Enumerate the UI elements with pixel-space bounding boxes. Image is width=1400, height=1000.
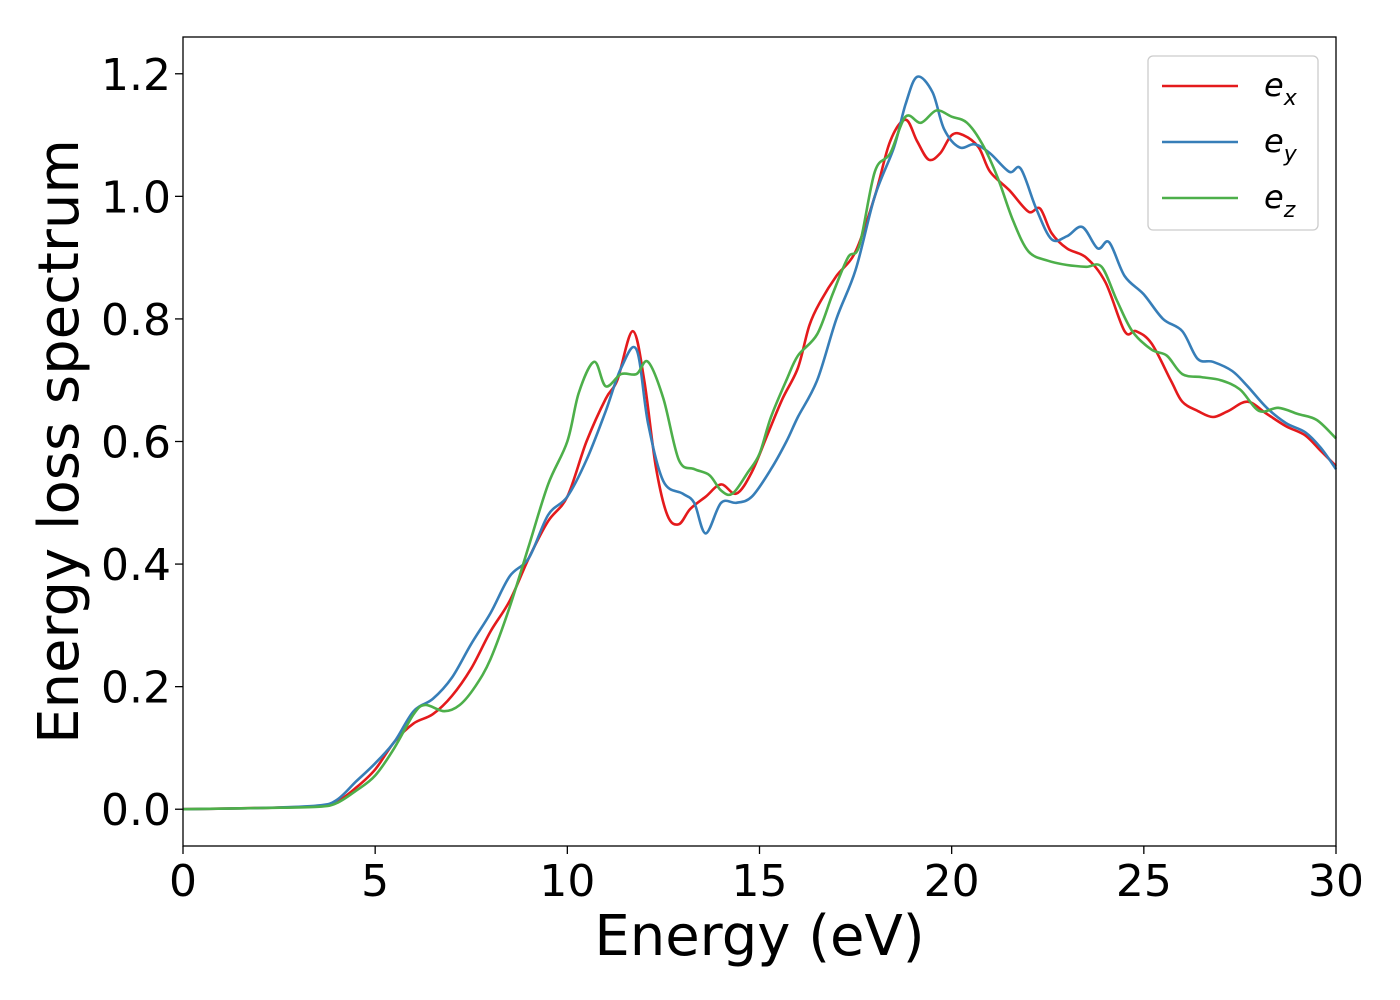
x-tick-label: 30 xyxy=(1308,856,1364,907)
legend: ex ey ez xyxy=(1147,55,1319,231)
legend-label-x: ex xyxy=(1264,66,1298,111)
x-tick-label: 0 xyxy=(169,856,197,907)
x-tick-label: 20 xyxy=(924,856,980,907)
y-tick-label: 0.6 xyxy=(101,418,171,469)
plot-area-frame xyxy=(182,36,1337,847)
legend-label-y: ey xyxy=(1264,122,1298,167)
series-layer xyxy=(182,75,1338,811)
y-tick-label: 0.4 xyxy=(101,540,171,591)
tick-layer: 0 5 10 15 20 25 30 0.0 0.2 0.4 0.6 0.8 1.0 1.2 xyxy=(101,50,1364,907)
x-tick-label: 15 xyxy=(732,856,788,907)
y-tick-label: 0.8 xyxy=(101,295,171,346)
y-tick-label: 1.2 xyxy=(101,50,171,101)
y-tick-label: 0.0 xyxy=(101,785,171,836)
series-line-z xyxy=(182,109,1337,811)
y-tick-label: 0.2 xyxy=(101,663,171,714)
x-tick-label: 25 xyxy=(1116,856,1172,907)
legend-label-z: ez xyxy=(1264,178,1296,223)
x-tick-label: 10 xyxy=(539,856,595,907)
series-line-y xyxy=(182,75,1338,811)
x-tick-label: 5 xyxy=(361,856,389,907)
y-tick-label: 1.0 xyxy=(101,172,171,223)
x-axis-title: Energy (eV) xyxy=(594,904,924,969)
y-axis-title: Energy loss spectrum xyxy=(27,139,92,744)
series-line-x xyxy=(182,118,1337,811)
